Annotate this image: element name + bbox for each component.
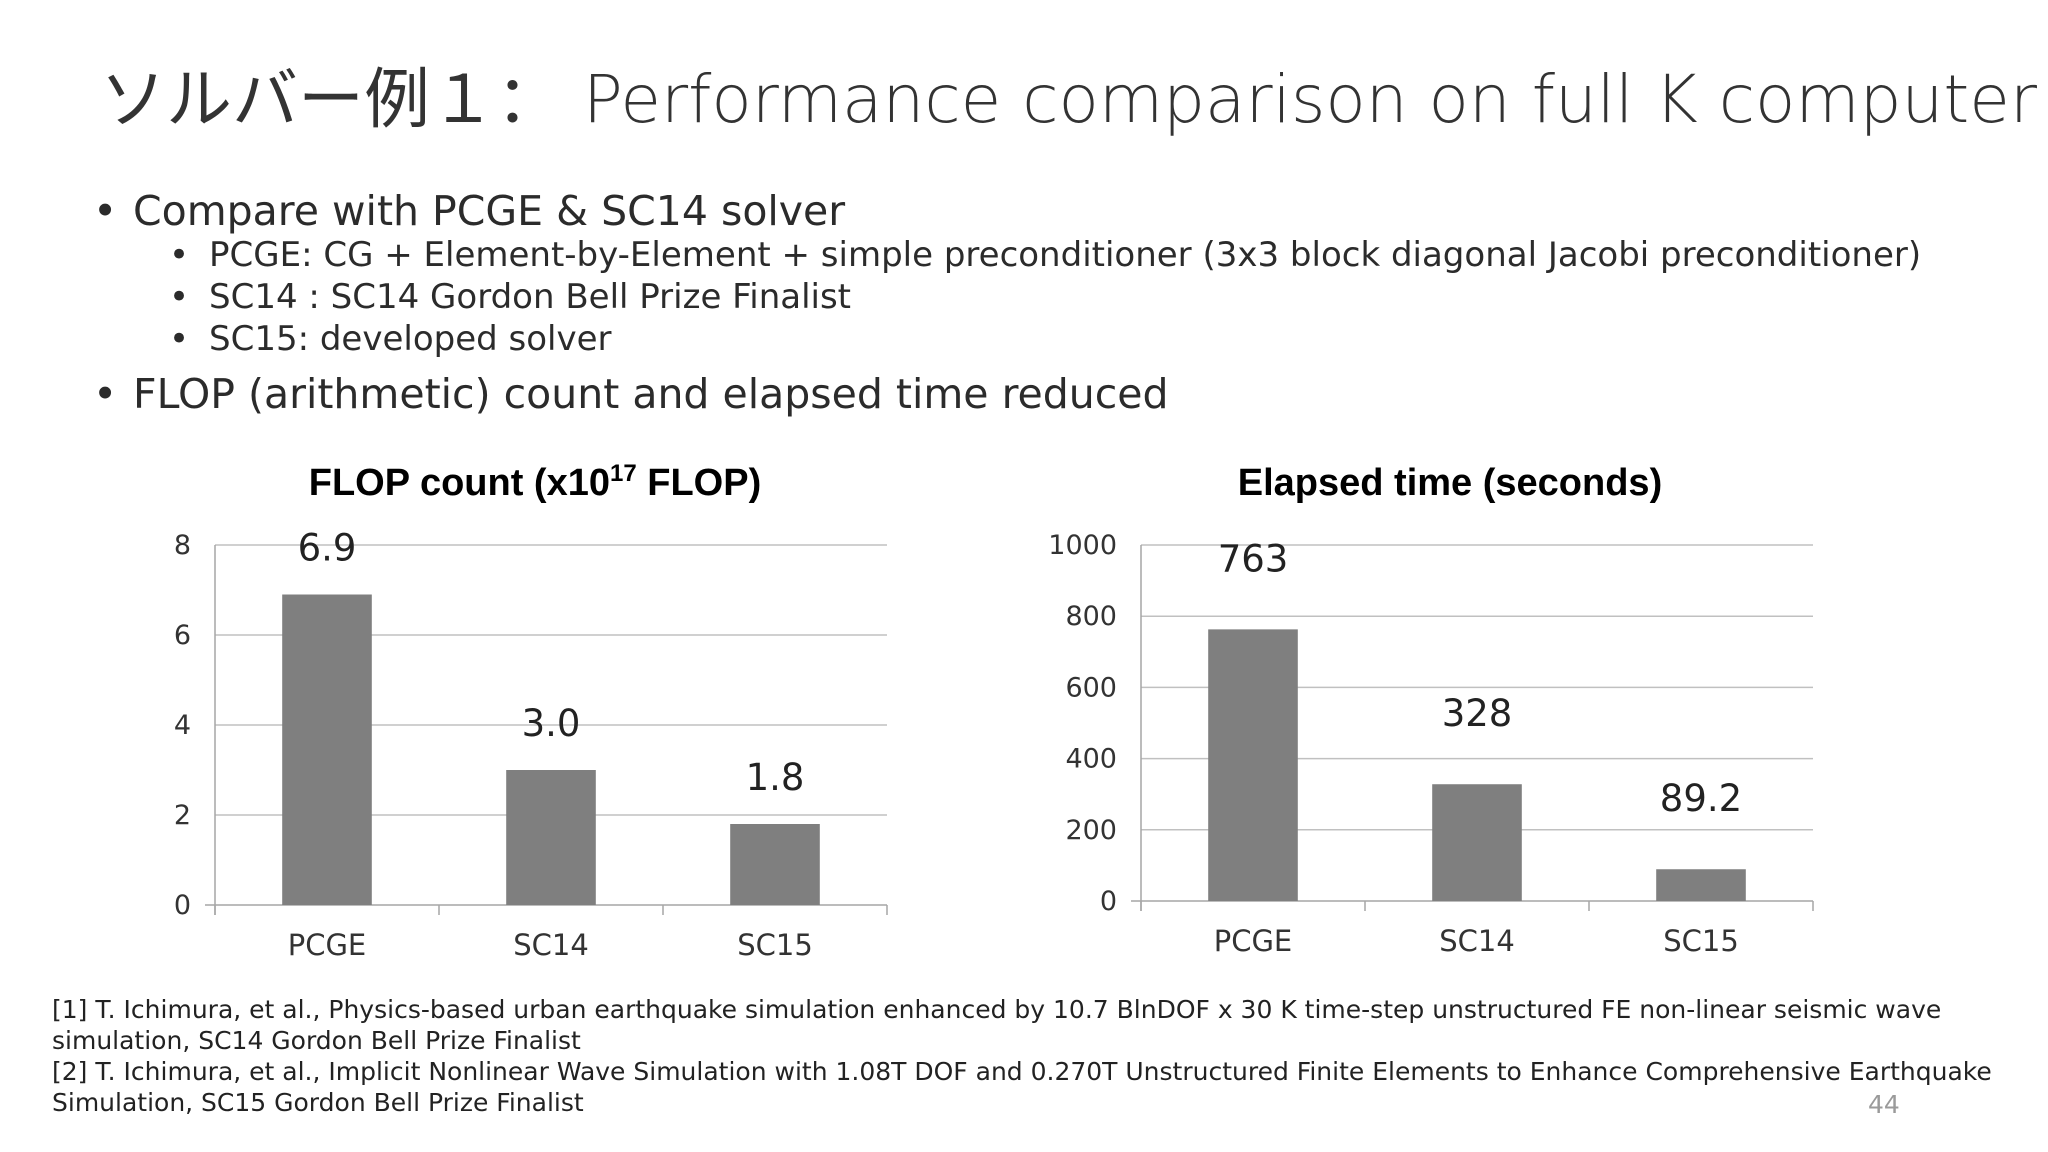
references: [1] T. Ichimura, et al., Physics-based u… [52, 994, 2012, 1118]
sub-bullet-item: • SC15: developed solver [169, 318, 612, 360]
bullet-dot-icon: • [93, 187, 118, 235]
reference-item: [2] T. Ichimura, et al., Implicit Nonlin… [52, 1057, 1992, 1117]
data-label: 763 [1218, 537, 1289, 580]
category-label: SC15 [1663, 924, 1739, 958]
category-label: SC14 [513, 928, 589, 962]
slide-title: ソルバー例１： Performance comparison on full K… [100, 61, 2038, 138]
bar-sc15 [1656, 869, 1746, 901]
y-tick-label: 200 [1065, 815, 1117, 846]
bar-sc15 [730, 824, 820, 905]
y-tick-label: 6 [174, 620, 191, 651]
category-label: SC15 [737, 928, 813, 962]
sub-bullet-text: SC14 : SC14 Gordon Bell Prize Finalist [209, 277, 852, 317]
data-label: 328 [1442, 692, 1513, 735]
sub-bullet-text: PCGE: CG + Element-by-Element + simple p… [209, 235, 1922, 275]
bullet-dot-icon: • [169, 277, 190, 317]
bar-pcge [1208, 629, 1298, 901]
sub-bullet-item: • PCGE: CG + Element-by-Element + simple… [169, 234, 1922, 276]
bullet-text: Compare with PCGE & SC14 solver [133, 187, 846, 235]
bullet-item: • FLOP (arithmetic) count and elapsed ti… [93, 368, 1169, 420]
chart-title: Elapsed time (seconds) [1238, 462, 1662, 504]
y-tick-label: 1000 [1048, 530, 1117, 561]
reference-item: [1] T. Ichimura, et al., Physics-based u… [52, 995, 1942, 1055]
bullet-text: FLOP (arithmetic) count and elapsed time… [133, 370, 1169, 418]
elapsed-time-chart-svg: Elapsed time (seconds) 0 200 400 600 800 1000… [1048, 462, 1814, 958]
data-label: 6.9 [298, 527, 357, 570]
data-label: 3.0 [522, 702, 581, 745]
y-tick-label: 600 [1065, 672, 1117, 703]
y-tick-label: 0 [174, 890, 191, 921]
bullet-dot-icon: • [169, 319, 190, 359]
category-label: PCGE [288, 928, 367, 962]
y-tick-label: 2 [174, 800, 191, 831]
elapsed-time-chart: Elapsed time (seconds) 0 200 400 600 800 1000… [1048, 450, 1850, 970]
data-label: 1.8 [746, 756, 805, 799]
y-tick-label: 4 [174, 710, 191, 741]
bullet-dot-icon: • [169, 235, 190, 275]
flop-count-chart: FLOP count (x1017 FLOP) 0 2 4 6 8 6.9 PCGE 3.0 S… [150, 450, 930, 970]
y-tick-label: 400 [1065, 744, 1117, 775]
sub-bullet-item: • SC14 : SC14 Gordon Bell Prize Finalist [169, 276, 852, 318]
y-tick-label: 800 [1065, 601, 1117, 632]
category-label: PCGE [1214, 924, 1293, 958]
bullet-dot-icon: • [93, 370, 118, 418]
page-number: 44 [1868, 1090, 1900, 1119]
bar-sc14 [506, 770, 596, 905]
bar-sc14 [1432, 784, 1522, 901]
sub-bullet-text: SC15: developed solver [209, 319, 612, 359]
bar-pcge [282, 594, 372, 905]
category-label: SC14 [1439, 924, 1515, 958]
data-label: 89.2 [1660, 777, 1742, 820]
y-tick-label: 8 [174, 530, 191, 561]
flop-count-chart-svg: FLOP count (x1017 FLOP) 0 2 4 6 8 6.9 PCGE 3.0 S… [174, 460, 888, 962]
bullet-item: • Compare with PCGE & SC14 solver [93, 185, 846, 237]
y-tick-label: 0 [1100, 886, 1117, 917]
chart-title: FLOP count (x1017 FLOP) [309, 460, 762, 504]
